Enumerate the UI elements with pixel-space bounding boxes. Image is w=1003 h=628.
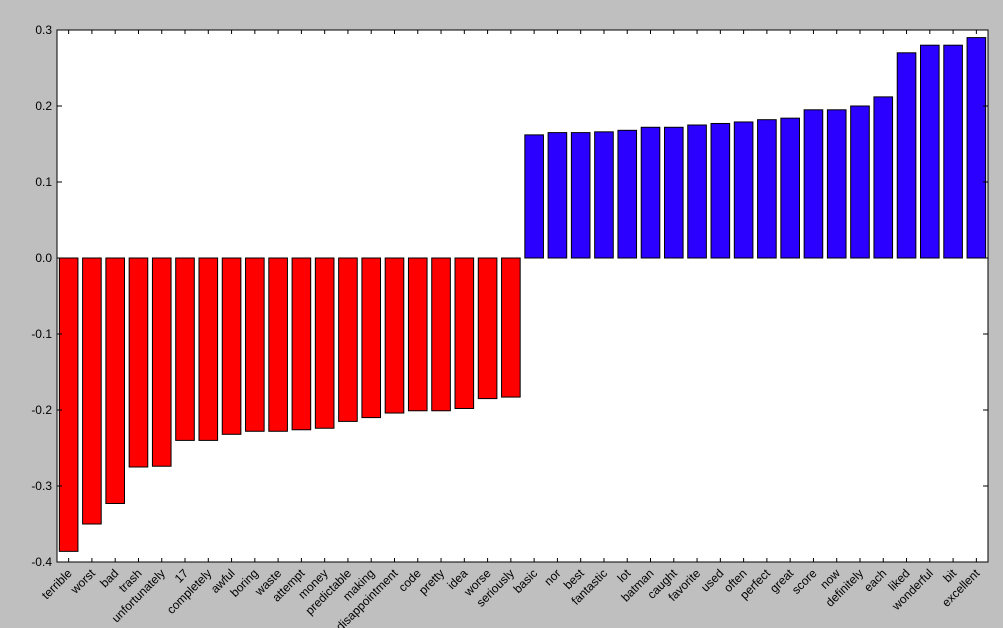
y-tick-label: -0.4 bbox=[31, 555, 52, 569]
bar-seriously bbox=[501, 257, 521, 398]
y-tick-label: 0.1 bbox=[35, 175, 52, 189]
bar-code bbox=[407, 257, 428, 412]
bar-terrible bbox=[58, 257, 79, 552]
x-tick-label: nor bbox=[541, 566, 563, 588]
y-tick-label: -0.1 bbox=[31, 327, 52, 341]
bar-completely bbox=[198, 257, 219, 441]
bar-idea bbox=[454, 257, 475, 409]
bar-excellent bbox=[966, 37, 987, 259]
bar-caught bbox=[663, 126, 684, 259]
x-tick-label: pretty bbox=[416, 566, 447, 597]
bar-lot bbox=[617, 129, 638, 259]
bar-bad bbox=[105, 257, 125, 504]
bar-each bbox=[873, 96, 894, 259]
bar-perfect bbox=[757, 119, 777, 259]
plot-area bbox=[56, 29, 989, 563]
bar-often bbox=[733, 121, 754, 259]
bar-definitely bbox=[850, 105, 870, 259]
bar-attempt bbox=[291, 257, 312, 431]
bar-predictable bbox=[338, 257, 358, 422]
bar-worst bbox=[82, 257, 102, 525]
bar-wonderful bbox=[920, 44, 940, 259]
y-axis: -0.4 -0.3 -0.2 -0.1 0.0 0.1 0.2 0.3 bbox=[31, 23, 988, 569]
bar-money bbox=[314, 257, 335, 429]
y-tick-label: -0.2 bbox=[31, 403, 52, 417]
x-tick-label: completely bbox=[164, 566, 214, 616]
bar-batman bbox=[640, 126, 661, 259]
bar-bit bbox=[943, 44, 963, 259]
bar-making bbox=[361, 257, 382, 419]
bar-best bbox=[570, 132, 591, 259]
plot-frame bbox=[56, 29, 989, 563]
y-tick-label: 0.3 bbox=[35, 23, 52, 37]
x-tick-label: worst bbox=[67, 566, 98, 597]
bar-now bbox=[826, 109, 847, 259]
bar-nor bbox=[547, 132, 568, 259]
x-tick-label: used bbox=[698, 566, 726, 594]
bar-fantastic bbox=[594, 131, 614, 259]
bar-great bbox=[780, 117, 800, 259]
bar-liked bbox=[896, 52, 917, 259]
bar-disappointment bbox=[384, 257, 405, 414]
y-tick-label: -0.3 bbox=[31, 479, 52, 493]
bar-waste bbox=[268, 257, 288, 432]
bar-unfortunately bbox=[151, 257, 172, 467]
bar-awful bbox=[221, 257, 242, 435]
bar-worse bbox=[477, 257, 498, 400]
bar-score bbox=[803, 109, 824, 259]
bar-pretty bbox=[431, 257, 451, 412]
bar-boring bbox=[245, 257, 265, 432]
x-tick-label: each bbox=[861, 566, 889, 594]
bar-basic bbox=[524, 134, 544, 259]
y-tick-label: 0.2 bbox=[35, 99, 52, 113]
x-tick-label: score bbox=[789, 566, 820, 597]
y-tick-label: 0.0 bbox=[35, 251, 52, 265]
bar-used bbox=[710, 122, 731, 259]
bars-group bbox=[58, 37, 987, 552]
x-tick-label: basic bbox=[511, 566, 541, 596]
bar-favorite bbox=[687, 124, 707, 259]
bar-trash bbox=[128, 257, 149, 468]
bar-17 bbox=[175, 257, 195, 441]
